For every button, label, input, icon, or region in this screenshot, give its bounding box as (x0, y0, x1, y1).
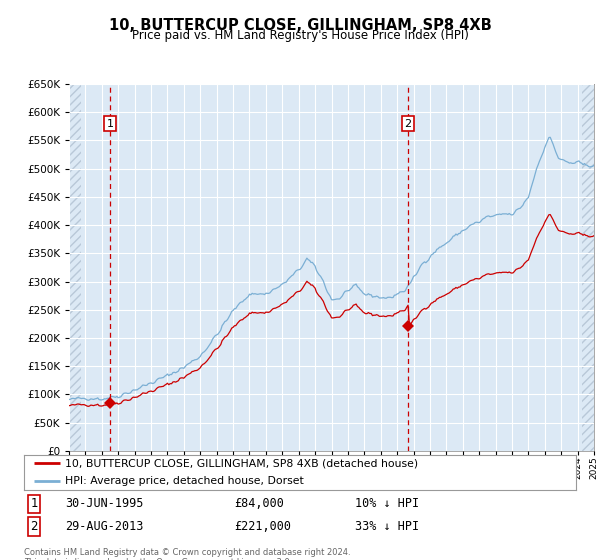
Text: 29-AUG-2013: 29-AUG-2013 (65, 520, 144, 533)
Bar (69, 84, 82, 451)
Text: 10, BUTTERCUP CLOSE, GILLINGHAM, SP8 4XB (detached house): 10, BUTTERCUP CLOSE, GILLINGHAM, SP8 4XB… (65, 458, 419, 468)
Text: Price paid vs. HM Land Registry's House Price Index (HPI): Price paid vs. HM Land Registry's House … (131, 29, 469, 42)
Text: 10% ↓ HPI: 10% ↓ HPI (355, 497, 419, 510)
Text: 2: 2 (404, 119, 412, 128)
Text: £84,000: £84,000 (234, 497, 284, 510)
Text: 1: 1 (30, 497, 38, 510)
Bar (581, 84, 594, 451)
Text: 1: 1 (107, 119, 113, 128)
Text: 10, BUTTERCUP CLOSE, GILLINGHAM, SP8 4XB: 10, BUTTERCUP CLOSE, GILLINGHAM, SP8 4XB (109, 18, 491, 34)
Text: 33% ↓ HPI: 33% ↓ HPI (355, 520, 419, 533)
Text: £221,000: £221,000 (234, 520, 291, 533)
Text: Contains HM Land Registry data © Crown copyright and database right 2024.
This d: Contains HM Land Registry data © Crown c… (24, 548, 350, 560)
Text: 2: 2 (30, 520, 38, 533)
Text: 30-JUN-1995: 30-JUN-1995 (65, 497, 144, 510)
Text: HPI: Average price, detached house, Dorset: HPI: Average price, detached house, Dors… (65, 476, 304, 486)
